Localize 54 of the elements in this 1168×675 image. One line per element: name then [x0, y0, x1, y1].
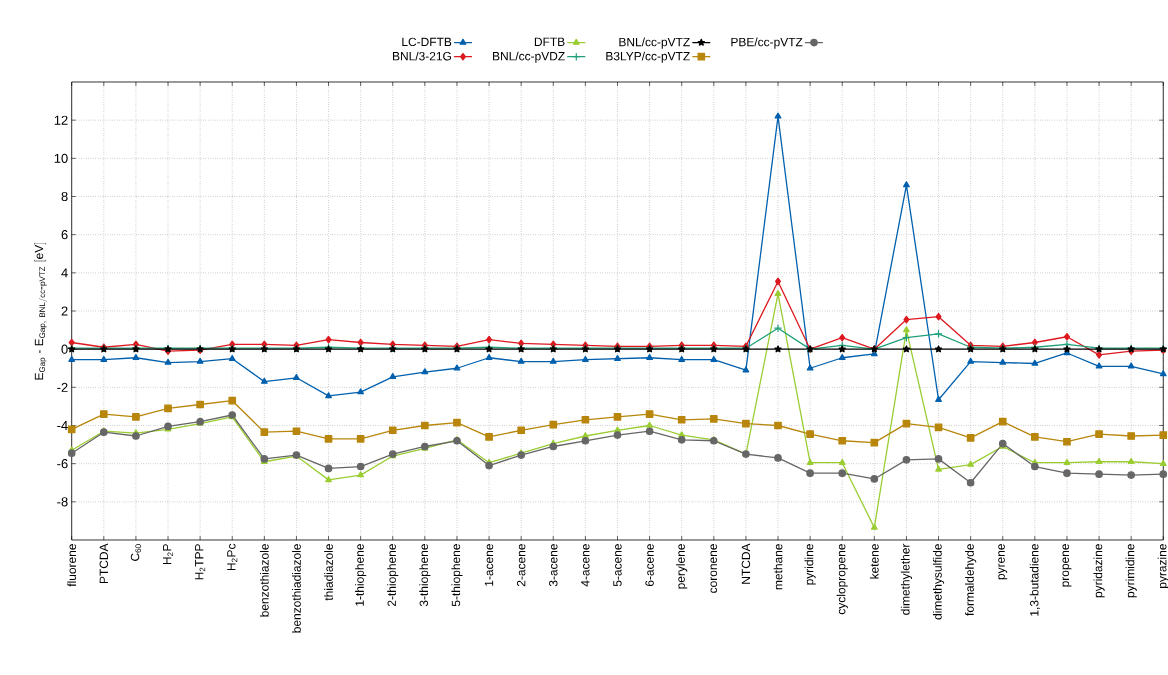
- y-tick-label: 10: [54, 153, 68, 163]
- legend-label: PBE/cc-pVTZ: [731, 37, 803, 49]
- x-tick-label: perylene: [676, 544, 688, 589]
- y-tick-label: -8: [57, 497, 68, 507]
- x-tick-label: 1,3-butadiene: [1029, 544, 1040, 616]
- x-tick-label: C$_{60}$: [130, 544, 142, 561]
- legend-label: LC-DFTB: [402, 37, 452, 47]
- x-tick-label: PTCDA: [99, 543, 109, 584]
- legend-label: B3LYP/cc-pVTZ: [606, 51, 690, 63]
- x-tick-label: 4-acene: [581, 544, 590, 587]
- x-tick-label: thiadiazole: [324, 544, 333, 601]
- x-tick-label: 2-acene: [516, 544, 526, 587]
- x-tick-label: benzothiadiazole: [292, 544, 301, 633]
- y-tick-label: -2: [57, 382, 68, 392]
- x-tick-label: pyrimidine: [1125, 544, 1137, 598]
- y-tick-label: 0: [61, 344, 68, 354]
- y-tick-label: 4: [61, 268, 68, 278]
- x-tick-label: H$_{2}$Pc: [227, 543, 238, 571]
- x-tick-label: coronene: [710, 544, 718, 593]
- y-tick-label: 12: [54, 115, 68, 125]
- x-tick-label: 1-thiophene: [355, 544, 367, 606]
- legend-label: BNL/cc-pVDZ: [493, 51, 565, 63]
- legend-label: DFTB: [534, 37, 565, 46]
- x-tick-label: formaldehyde: [965, 544, 977, 616]
- x-tick-label: 2-thiophene: [387, 544, 399, 607]
- x-tick-label: methane: [773, 544, 783, 590]
- x-tick-label: 1-acene: [484, 544, 494, 586]
- x-tick-label: propene: [1062, 544, 1072, 587]
- x-tick-label: dimethysulfide: [932, 544, 945, 620]
- x-tick-label: 6-acene: [645, 544, 654, 587]
- x-tick-label: ketene: [869, 544, 879, 579]
- x-tick-label: 3-thiophene: [419, 544, 431, 607]
- x-tick-label: pyrazine: [1157, 544, 1168, 588]
- x-tick-label: cyclopropene: [836, 544, 848, 615]
- x-tick-label: dimethylether: [900, 543, 913, 615]
- x-tick-label: pyridazine: [1093, 544, 1105, 598]
- y-axis-title: $\mathrm{E_{Gap}\ \mbox{-}\ E_{Gap,\ BNL/cc\mbox{-}pVTZ}\ [eV]}$: [34, 242, 47, 380]
- x-tick-label: 5-thiophene: [451, 544, 463, 607]
- legend-label: BNL/cc-pVTZ: [619, 37, 690, 49]
- x-tick-label: NTCDA: [741, 543, 751, 584]
- x-tick-label: 3-acene: [549, 544, 558, 587]
- x-tick-label: benzothiazole: [259, 544, 269, 617]
- y-tick-label: -6: [57, 459, 68, 469]
- x-tick-label: 5-acene: [613, 544, 622, 587]
- x-tick-label: H$_{2}$P: [163, 544, 174, 565]
- x-tick-label: H$_{2}$TPP: [195, 544, 206, 580]
- x-tick-label: pyridine: [804, 544, 816, 585]
- y-tick-label: 8: [61, 191, 68, 202]
- y-tick-label: 6: [61, 230, 68, 240]
- x-tick-label: fluorene: [67, 544, 77, 587]
- y-tick-label: 2: [61, 306, 68, 316]
- legend-label: BNL/3-21G: [393, 51, 451, 61]
- x-tick-label: pyrene: [998, 544, 1008, 580]
- y-tick-label: -4: [57, 421, 68, 430]
